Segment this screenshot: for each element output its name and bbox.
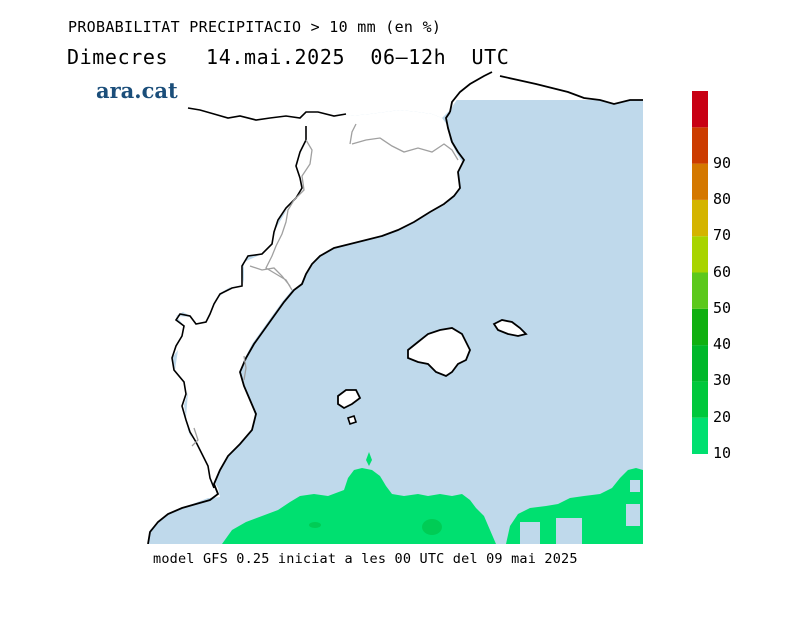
colorbar-label: 40 — [713, 335, 732, 354]
colorbar-label: 80 — [713, 189, 732, 208]
colorbar-segment — [692, 236, 708, 273]
colorbar-label: 60 — [713, 262, 732, 281]
precip-area-south-east — [506, 468, 643, 544]
colorbar-segment — [692, 417, 708, 454]
colorbar-label: 30 — [713, 371, 732, 390]
colorbar-segment — [692, 127, 708, 164]
colorbar-label: 90 — [713, 153, 732, 172]
island-menorca — [492, 319, 528, 337]
sea-holes — [520, 480, 640, 544]
colorbar-segment — [692, 381, 708, 418]
map-title: PROBABILITAT PRECIPITACIO > 10 mm (en %) — [68, 18, 442, 36]
colorbar-label: 20 — [713, 407, 732, 426]
island-eivissa — [337, 389, 362, 410]
colorbar — [692, 91, 708, 454]
colorbar-label: 50 — [713, 298, 732, 317]
precip-spot — [366, 452, 372, 466]
colorbar-segment — [692, 272, 708, 309]
land-france — [450, 72, 643, 110]
colorbar-label: 10 — [713, 444, 732, 462]
ara-cat-logo: ara.cat — [96, 78, 178, 103]
colorbar-segment — [692, 91, 708, 128]
coastline-mainland — [147, 111, 466, 545]
colorbar-segment — [692, 345, 708, 382]
colorbar-segment — [692, 199, 708, 237]
map-subtitle: Dimecres 14.mai.2025 06–12h UTC — [67, 45, 510, 69]
island-formentera — [346, 414, 358, 426]
model-info: model GFS 0.25 iniciat a les 00 UTC del … — [153, 551, 578, 567]
coastline-france — [449, 71, 643, 113]
land-catalonia — [175, 110, 462, 498]
land-mainland — [148, 72, 488, 544]
colorbar-segment — [692, 308, 708, 346]
border-west — [171, 107, 347, 489]
regional-borders — [191, 123, 459, 447]
colorbar-label: 70 — [713, 226, 732, 245]
island-mallorca — [407, 327, 471, 378]
colorbar-segment — [692, 163, 708, 200]
map-frame-mask — [643, 72, 663, 552]
precip-core — [309, 519, 442, 535]
